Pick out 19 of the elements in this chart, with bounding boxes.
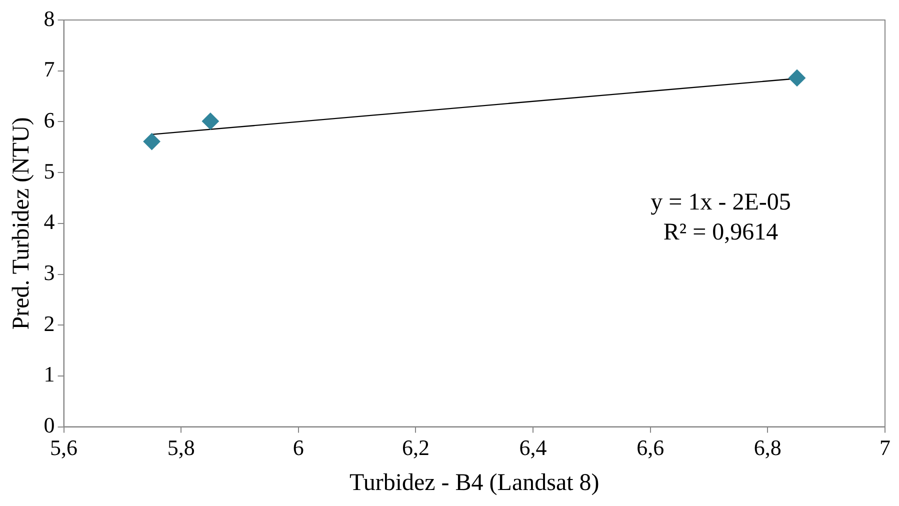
x-tick-label: 6,6 [636, 434, 664, 460]
y-tick-label: 1 [44, 362, 55, 387]
x-tick-label: 6 [292, 434, 304, 460]
y-axis-title: Pred. Turbidez (NTU) [8, 117, 35, 330]
x-tick-label: 6,2 [402, 434, 430, 460]
y-tick-label: 8 [44, 6, 55, 31]
x-tick-label: 7 [880, 434, 890, 460]
x-tick-label: 6,4 [519, 434, 547, 460]
y-tick-label: 2 [44, 310, 55, 336]
y-tick-label: 6 [44, 107, 55, 132]
y-tick-label: 4 [44, 209, 55, 234]
annotation: R² = 0,9614 [663, 219, 778, 246]
y-tick-label: 3 [44, 260, 55, 286]
y-tick-label: 7 [44, 56, 55, 82]
x-tick-label: 5,8 [167, 434, 195, 460]
annotation: y = 1x - 2E-05 [650, 189, 791, 216]
x-tick-label: 6,8 [754, 434, 782, 460]
x-axis-title: Turbidez - B4 (Landsat 8) [350, 470, 600, 496]
y-tick-label: 5 [44, 158, 55, 184]
